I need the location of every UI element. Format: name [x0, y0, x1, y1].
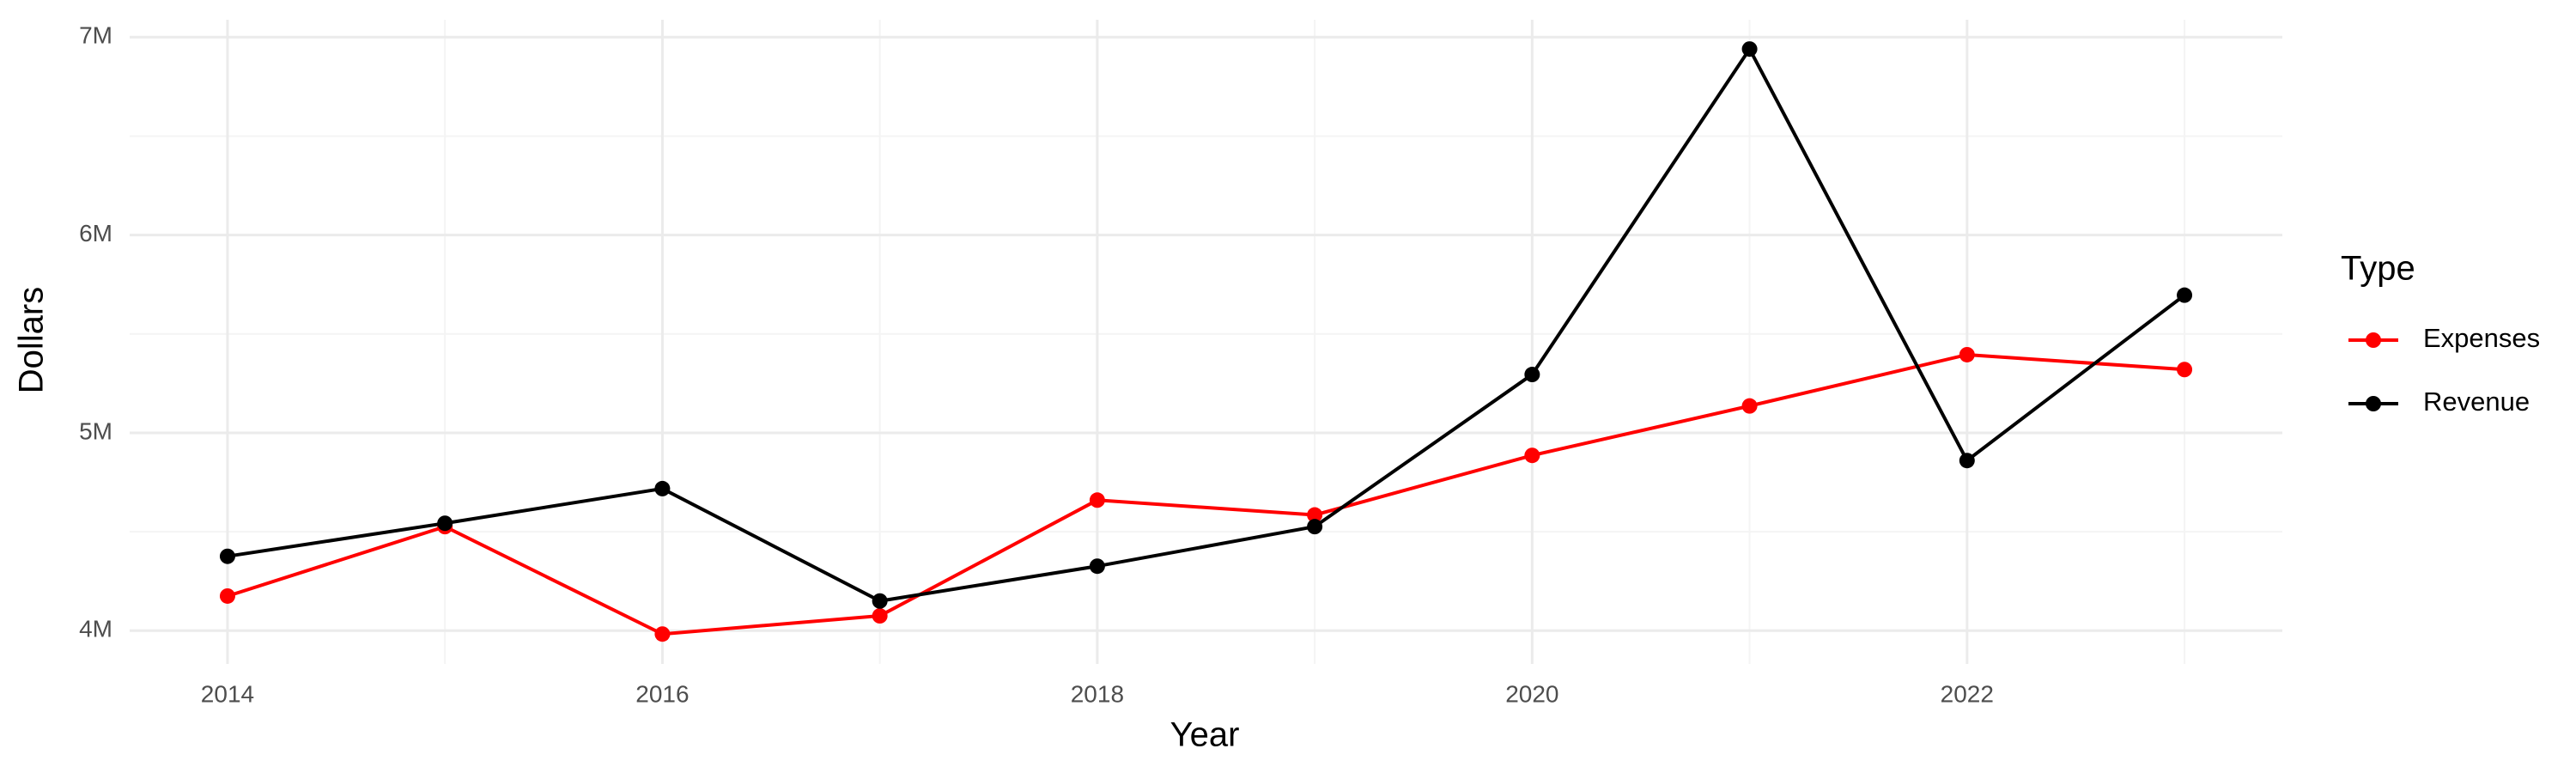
- data-point: [654, 626, 671, 642]
- data-point: [1959, 346, 1975, 362]
- y-tick-label: 5M: [79, 417, 112, 444]
- data-point: [1307, 519, 1323, 535]
- data-point: [1741, 41, 1758, 58]
- series-line: [227, 352, 2185, 636]
- x-tick-label: 2014: [201, 680, 254, 707]
- data-point: [1524, 447, 1540, 464]
- data-point: [654, 480, 671, 496]
- x-tick-label: 2016: [635, 680, 689, 707]
- y-tick-label: 7M: [79, 22, 112, 49]
- data-point: [1089, 558, 1105, 575]
- data-point: [2177, 362, 2193, 378]
- data-point: [872, 593, 888, 609]
- x-tick-label: 2022: [1941, 680, 1994, 707]
- data-point: [1959, 453, 1975, 469]
- x-tick-label: 2020: [1505, 680, 1558, 707]
- data-point: [219, 587, 235, 604]
- y-tick-label: 4M: [79, 616, 112, 642]
- series-line: [227, 46, 2186, 603]
- data-point: [2177, 287, 2193, 303]
- x-tick-label: 2018: [1071, 680, 1124, 707]
- legend-label: Revenue: [2423, 386, 2530, 417]
- legend-point: [2366, 332, 2381, 348]
- legend-point: [2366, 396, 2381, 411]
- data-point: [437, 515, 453, 532]
- data-point: [1741, 398, 1758, 414]
- y-axis-title: Dollars: [13, 287, 51, 393]
- legend-title: Type: [2341, 250, 2415, 288]
- data-point: [1089, 492, 1105, 508]
- data-point: [1307, 507, 1323, 523]
- data-point: [1524, 367, 1540, 383]
- y-tick-label: 6M: [79, 220, 112, 247]
- data-point: [219, 548, 235, 564]
- x-axis-title: Year: [1170, 716, 1240, 754]
- data-point: [872, 608, 888, 624]
- legend-label: Expenses: [2423, 323, 2540, 353]
